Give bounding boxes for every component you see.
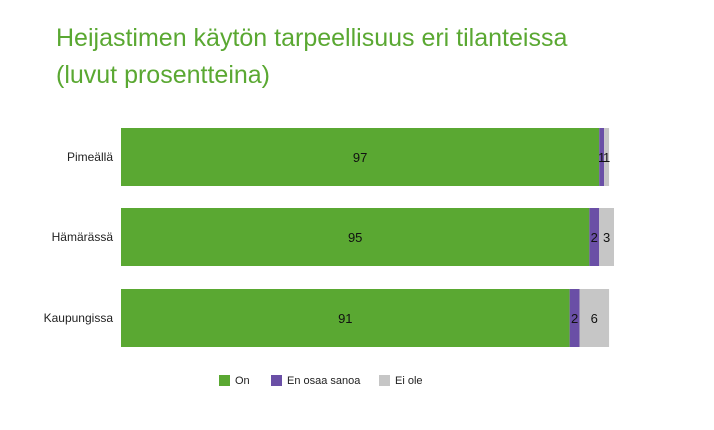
legend-swatch-on: [219, 375, 230, 386]
category-label-pimealla: Pimeällä: [67, 150, 113, 164]
bar-on-kaupungissa: [121, 289, 570, 347]
bar-en-osaa-sanoa-kaupungissa: [569, 289, 580, 347]
data-label-en-osaa-sanoa-pimealla: 1: [598, 150, 605, 165]
data-label-ei-ole-pimealla: 1: [603, 150, 610, 165]
legend-label-ei-ole: Ei ole: [395, 375, 423, 387]
bar-en-osaa-sanoa-hamarassa: [589, 208, 600, 266]
chart-title: Heijastimen käytön tarpeellisuus eri til…: [56, 20, 676, 94]
bar-en-osaa-sanoa-pimealla: [599, 128, 605, 186]
legend-swatch-en-osaa-sanoa: [271, 375, 282, 386]
bar-on-pimealla: [121, 128, 600, 186]
category-label-kaupungissa: Kaupungissa: [44, 311, 114, 325]
data-label-ei-ole-hamarassa: 3: [603, 230, 610, 245]
data-label-en-osaa-sanoa-kaupungissa: 2: [571, 311, 578, 326]
legend-label-en-osaa-sanoa: En osaa sanoa: [287, 375, 361, 387]
data-label-en-osaa-sanoa-hamarassa: 2: [591, 230, 598, 245]
bar-ei-ole-pimealla: [604, 128, 610, 186]
chart-title-line-2: (luvut prosentteina): [56, 61, 271, 89]
data-label-on-pimealla: 97: [353, 150, 367, 165]
legend-label-on: On: [235, 375, 250, 387]
legend-swatch-ei-ole: [379, 375, 390, 386]
chart-title-line-1: Heijastimen käytön tarpeellisuus eri til…: [56, 24, 568, 52]
bar-ei-ole-hamarassa: [599, 208, 614, 266]
data-label-on-kaupungissa: 91: [338, 311, 352, 326]
data-label-ei-ole-kaupungissa: 6: [591, 311, 598, 326]
bar-ei-ole-kaupungissa: [579, 289, 610, 347]
category-label-hamarassa: Hämärässä: [52, 230, 114, 244]
bar-on-hamarassa: [121, 208, 590, 266]
data-label-on-hamarassa: 95: [348, 230, 362, 245]
